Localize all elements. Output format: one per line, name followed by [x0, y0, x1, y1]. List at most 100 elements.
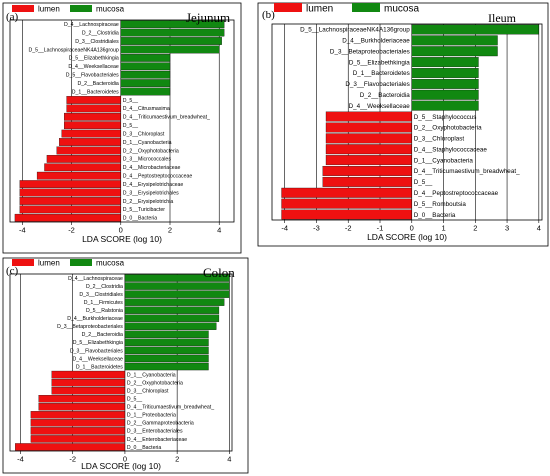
bar-label: D_4__Weeksellaceae	[349, 103, 411, 110]
bar-lumen	[322, 176, 412, 187]
bar-label: D_4__Enterobacteriaceae	[127, 437, 187, 443]
x-tick-label: -3	[313, 224, 320, 233]
x-tick-label: 0	[410, 224, 414, 233]
bar-label: D_4__Burkholderiaceae	[342, 38, 410, 45]
bar-label: D_3__Flavobacteriales	[345, 81, 409, 88]
bar-label: D_5__LachnospiraceaeNK4A136group	[300, 27, 410, 34]
bar-label: D_2__Bacteroidia	[82, 332, 123, 338]
bar-label: D_5__Elizabethkingia	[69, 56, 119, 62]
bar-lumen	[19, 180, 121, 188]
bar-label: D_1__Bacteroidetes	[72, 89, 119, 95]
bar-label: D_2__Gammaproteobacteria	[127, 421, 194, 427]
bar-label: D_5__Flavobacteriales	[66, 73, 119, 79]
bar-label: D_4__Peptostreptococcaceae	[414, 190, 499, 197]
bar-label: D_5__Turicibacter	[123, 207, 165, 213]
legend: lumen mucosa	[274, 3, 419, 15]
x-tick-label: 4	[227, 455, 231, 464]
bar-label: D_5__LachnospiraceaeNK4A136group	[28, 47, 118, 53]
bar-label: D_3__Clostridiales	[79, 292, 123, 298]
bar-lumen	[38, 395, 126, 403]
panel-1: D_4__Lachnospiraceae D_2__Clostridia D_3__…	[2, 2, 242, 254]
bar-lumen	[281, 187, 412, 198]
bar-label: D_4__Triticumaestivum_breadwheat_	[123, 115, 210, 121]
bar-mucosa	[120, 87, 171, 96]
bar-label: D_3__Chloroplast	[414, 136, 465, 143]
bar-lumen	[325, 144, 412, 155]
bar-lumen	[19, 188, 121, 197]
bar-mucosa	[411, 46, 498, 57]
bar-label: D_5__Elizabethkingia	[73, 340, 123, 346]
bar-mucosa	[120, 45, 220, 54]
bar-label: D_3__Clostridiales	[75, 39, 119, 45]
bar-label: D_5__Staphylococcus	[414, 114, 477, 121]
legend-label: lumen	[38, 259, 60, 268]
x-tick-label: 1	[441, 224, 445, 233]
bar-mucosa	[120, 79, 171, 87]
bar-lumen	[15, 443, 126, 451]
panel-letter: (c)	[6, 265, 19, 277]
bar-mucosa	[124, 322, 217, 330]
bar-mucosa	[120, 70, 171, 79]
bar-lumen	[61, 129, 121, 138]
bar-lumen	[56, 146, 121, 155]
bar-label: D_2__Bacteroidia	[78, 81, 119, 87]
bar-label: D_0__Bacteria	[127, 445, 161, 451]
legend-swatch-lumen	[12, 5, 34, 12]
bar-mucosa	[124, 290, 230, 298]
bar-label: D_5__	[123, 98, 138, 104]
bar-label: D_5__Romboutsia	[414, 201, 467, 208]
legend: lumen mucosa	[12, 259, 125, 268]
bar-label: D_0__Bacteria	[414, 212, 456, 219]
bar-mucosa	[124, 306, 220, 314]
bar-mucosa	[411, 24, 539, 35]
bar-mucosa	[411, 35, 498, 46]
legend-swatch-mucosa	[70, 5, 92, 12]
x-tick-label: 3	[505, 224, 509, 233]
plot-area	[9, 19, 235, 223]
x-tick-label: 4	[537, 224, 541, 233]
bar-lumen	[19, 205, 121, 214]
bar-label: D_4__Triticumaestivum_breadwheat_	[414, 168, 520, 175]
bar-mucosa	[120, 20, 225, 29]
bar-label: D_4__Burkholderiaceae	[67, 316, 123, 322]
bar-lumen	[14, 213, 121, 222]
bar-lumen	[281, 209, 412, 220]
bar-lumen	[30, 411, 126, 419]
bar-mucosa	[124, 330, 209, 339]
bar-mucosa	[120, 54, 171, 62]
bar-label: D_2__Oxyphotobacteria	[414, 125, 482, 132]
bar-mucosa	[124, 314, 220, 322]
bar-lumen	[64, 121, 121, 130]
legend-swatch-mucosa	[70, 259, 92, 266]
bar-lumen	[66, 96, 121, 104]
bar-label: D_1__Cyanobacteria	[414, 157, 474, 164]
bar-mucosa	[124, 338, 209, 347]
bar-mucosa	[411, 89, 479, 100]
bar-label: D_0__Bacteria	[123, 216, 157, 222]
bar-label: D_4__Lachnospiraceae	[64, 22, 119, 28]
bar-label: D_2__Oxyphotobacteria	[127, 380, 183, 386]
bar-lumen	[325, 111, 412, 122]
bar-mucosa	[411, 68, 479, 78]
bar-label: D_3__Erysipelotrichales	[123, 190, 179, 196]
bar-label: D_1__Bacteroidetes	[353, 70, 410, 77]
bar-label: D_2__Clostridia	[86, 284, 123, 290]
bar-label: D_1__Firmicutes	[84, 300, 124, 306]
bar-label: D_2__Oxyphotobacteria	[123, 148, 179, 154]
bar-lumen	[30, 427, 126, 435]
bar-label: D_4__Microbacteriaceae	[123, 165, 181, 171]
bar-lumen	[59, 138, 121, 146]
legend-label: mucosa	[384, 4, 419, 15]
bar-label: D_4__Erysipelotrichaceae	[123, 182, 184, 188]
bar-mucosa	[411, 78, 479, 89]
x-tick-label: -4	[19, 226, 26, 235]
bar-mucosa	[120, 28, 225, 37]
bar-mucosa	[411, 57, 479, 68]
bar-lumen	[51, 386, 126, 395]
bar-mucosa	[124, 346, 209, 355]
bar-lumen	[36, 171, 121, 180]
bar-label: D_2__Erysipelotrichia	[123, 199, 174, 205]
bar-label: D_2__Clostridia	[82, 30, 119, 36]
bar-mucosa	[411, 100, 479, 111]
